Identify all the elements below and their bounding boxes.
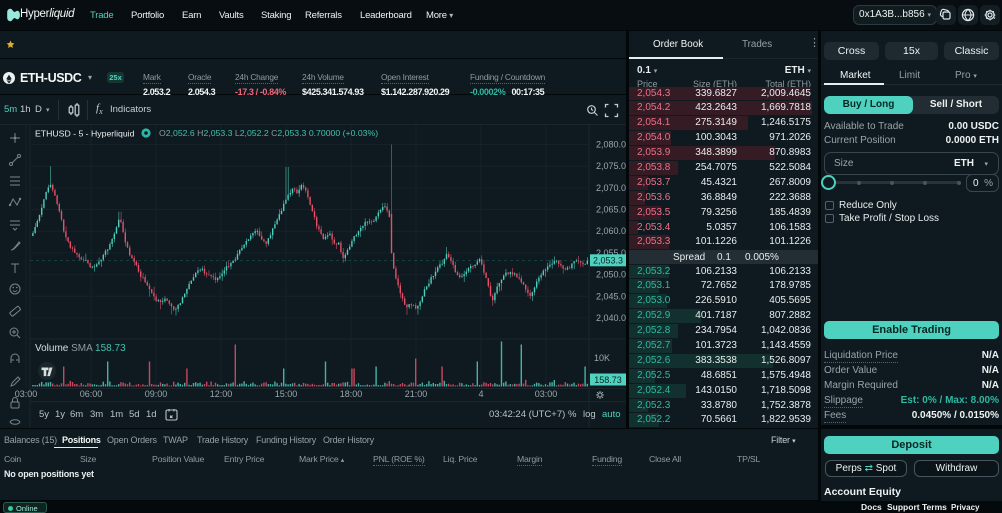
svg-text:2,045.0: 2,045.0 xyxy=(596,291,626,301)
svg-text:03:00: 03:00 xyxy=(535,389,558,399)
svg-text:2,055.0: 2,055.0 xyxy=(596,248,626,258)
svg-text:2,065.0: 2,065.0 xyxy=(596,205,626,215)
svg-text:12:00: 12:00 xyxy=(210,389,233,399)
svg-text:2,050.0: 2,050.0 xyxy=(596,270,626,280)
svg-text:O2,052.6 H2,053.3 L2,052.2 C2,: O2,052.6 H2,053.3 L2,052.2 C2,053.3 0.70… xyxy=(159,128,378,138)
svg-text:2,075.0: 2,075.0 xyxy=(596,161,626,171)
svg-text:03:00: 03:00 xyxy=(15,389,38,399)
svg-text:2,053.3: 2,053.3 xyxy=(593,255,623,265)
svg-text:06:00: 06:00 xyxy=(80,389,103,399)
svg-text:18:00: 18:00 xyxy=(340,389,363,399)
svg-text:2,060.0: 2,060.0 xyxy=(596,226,626,236)
svg-text:4: 4 xyxy=(478,389,483,399)
svg-text:2,040.0: 2,040.0 xyxy=(596,313,626,323)
svg-text:21:00: 21:00 xyxy=(405,389,428,399)
svg-text:2,080.0: 2,080.0 xyxy=(596,140,626,150)
svg-text:09:00: 09:00 xyxy=(145,389,168,399)
svg-text:2,070.0: 2,070.0 xyxy=(596,183,626,193)
svg-text:ETHUSD - 5 - Hyperliquid: ETHUSD - 5 - Hyperliquid xyxy=(35,129,135,139)
svg-text:158.73: 158.73 xyxy=(594,375,622,385)
svg-text:15:00: 15:00 xyxy=(275,389,298,399)
svg-text:Volume SMA 158.73: Volume SMA 158.73 xyxy=(35,343,126,354)
svg-text:10K: 10K xyxy=(594,353,610,363)
